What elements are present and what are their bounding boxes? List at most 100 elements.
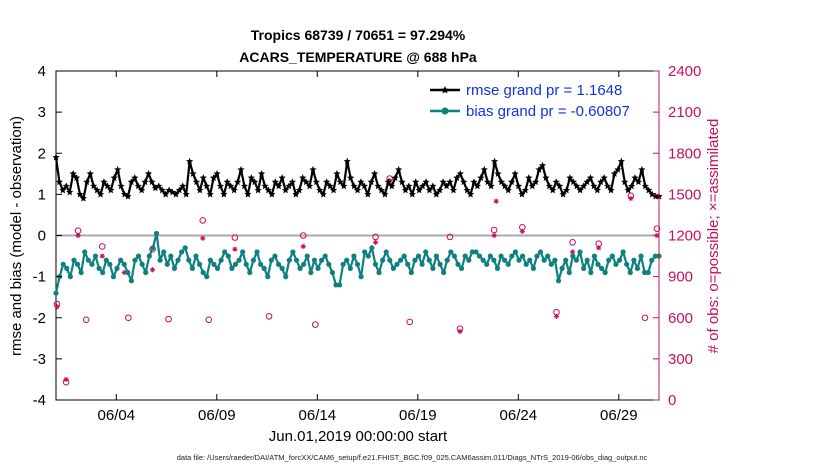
bias-point: [153, 230, 160, 237]
rmse-point: [549, 186, 557, 194]
rmse-point: [470, 178, 478, 186]
bias-point: [480, 257, 486, 263]
rmse-point: [576, 186, 584, 194]
obs-layer: [53, 175, 661, 386]
bias-point: [186, 257, 192, 263]
obs-assimilated-marker: [628, 195, 634, 202]
obs-assimilated-marker: [200, 235, 206, 241]
rmse-point: [439, 178, 447, 186]
rmse-point: [391, 174, 399, 181]
bias-point: [319, 257, 325, 263]
bias-point: [179, 249, 185, 255]
bias-point: [290, 249, 296, 255]
obs-possible-marker: [205, 316, 213, 324]
bias-point: [390, 265, 396, 271]
rmse-point: [504, 186, 512, 194]
obs-assimilated-marker: [491, 232, 497, 239]
y2-tick-label: 2100: [668, 104, 701, 121]
obs-possible-marker: [490, 226, 498, 234]
obs-possible-marker: [653, 225, 661, 232]
rmse-point: [186, 157, 194, 165]
bias-point: [297, 265, 303, 271]
bias-point: [645, 269, 651, 276]
rmse-point: [83, 178, 91, 186]
rmse-point: [425, 186, 434, 194]
rmse-point: [333, 170, 341, 177]
bias-point: [118, 257, 124, 263]
bias-point: [552, 257, 558, 263]
bias-point: [311, 257, 318, 263]
bias-point: [107, 261, 113, 267]
rmse-point: [501, 182, 509, 190]
rmse-point: [268, 190, 276, 198]
bias-point: [638, 253, 644, 259]
rmse-point: [573, 182, 581, 190]
y-tick-label: -2: [33, 310, 46, 327]
rmse-point: [261, 182, 269, 190]
bias-point: [548, 261, 554, 267]
obs-possible-marker: [311, 321, 319, 328]
bias-point: [114, 265, 120, 271]
rmse-point: [96, 190, 105, 198]
rmse-point: [418, 182, 427, 190]
rmse-point: [624, 186, 632, 194]
rmse-point: [610, 170, 619, 177]
obs-assimilated-marker: [387, 178, 393, 184]
bias-point: [462, 253, 468, 259]
bias-point: [196, 261, 203, 267]
rmse-point: [66, 188, 74, 196]
rmse-point: [466, 190, 475, 198]
rmse-point: [638, 165, 646, 173]
rmse-point: [422, 178, 430, 186]
obs-possible-marker: [372, 233, 379, 241]
bias-point: [265, 274, 271, 280]
bias-point: [408, 269, 414, 276]
obs-assimilated-marker: [300, 243, 306, 250]
rmse-point: [360, 182, 368, 190]
bias-point: [272, 253, 278, 259]
obs-possible-marker: [165, 315, 172, 323]
bias-point: [616, 257, 623, 263]
x-tick-label: 06/04: [98, 407, 136, 424]
bias-point: [74, 261, 81, 267]
bias-point: [419, 261, 425, 267]
bias-point: [394, 261, 400, 267]
bias-point: [448, 249, 454, 255]
rmse-point: [511, 170, 519, 177]
bias-point: [516, 257, 522, 263]
bias-point: [527, 257, 533, 263]
y-tick-label: 3: [38, 104, 46, 121]
rmse-point: [603, 182, 612, 190]
bias-point: [451, 253, 458, 259]
rmse-point: [189, 170, 197, 177]
rmse-point: [299, 174, 307, 181]
rmse-point: [127, 178, 135, 186]
bias-point: [426, 257, 432, 263]
rmse-point: [535, 165, 543, 173]
bias-point: [383, 249, 389, 255]
bias-point: [89, 261, 95, 267]
rmse-point: [593, 186, 601, 194]
bias-point: [333, 282, 339, 288]
bias-point: [412, 257, 418, 263]
rmse-point: [401, 186, 410, 194]
rmse-point: [525, 174, 533, 181]
rmse-point: [569, 178, 577, 186]
bias-point: [232, 261, 239, 267]
bias-point: [250, 257, 257, 263]
rmse-point: [641, 182, 649, 190]
bias-point: [602, 269, 608, 276]
rmse-point: [271, 178, 279, 186]
bias-point: [573, 257, 580, 263]
rmse-point: [357, 178, 365, 186]
bias-point: [512, 249, 519, 255]
bias-point: [570, 253, 576, 259]
rmse-point: [86, 170, 94, 177]
rmse-point: [131, 174, 139, 181]
bias-point: [559, 265, 565, 271]
rmse-point: [316, 186, 324, 194]
legend-label-bias: bias grand pr = -0.60807: [466, 103, 630, 120]
chart-subtitle: ACARS_TEMPERATURE @ 688 hPa: [239, 49, 477, 65]
rmse-point: [209, 174, 218, 181]
